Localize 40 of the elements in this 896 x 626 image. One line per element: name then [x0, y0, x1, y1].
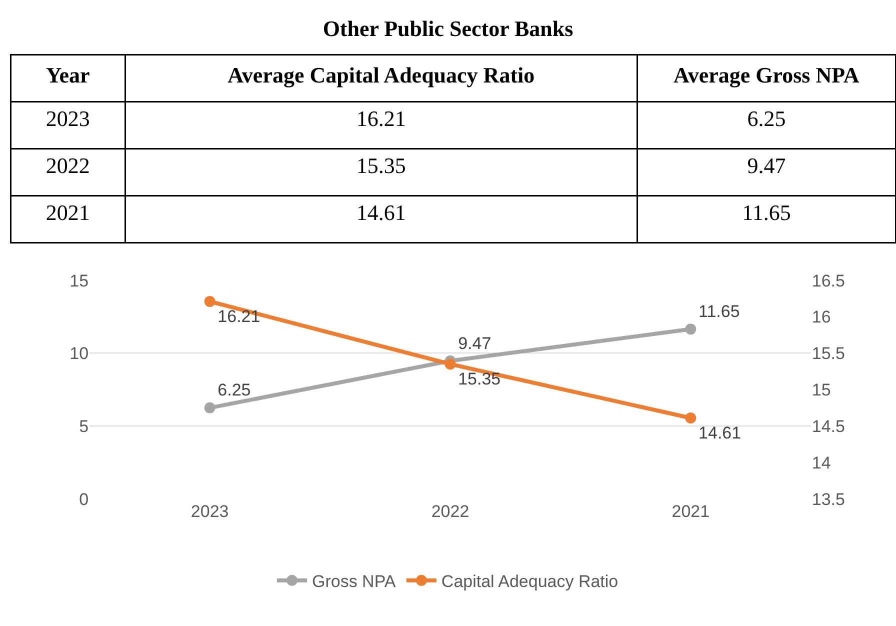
- y2-tick-label: 15.5: [812, 344, 845, 364]
- x-tick-label: 2022: [431, 502, 470, 521]
- text: Average Gross NPA: [674, 62, 860, 88]
- text: Average Capital Adequacy Ratio: [228, 62, 535, 88]
- data-label: 11.65: [698, 302, 740, 322]
- point: [204, 402, 216, 414]
- text: 11.65: [742, 200, 791, 226]
- y2-tick-label: 15: [812, 380, 831, 400]
- data-label: 15.35: [458, 370, 501, 389]
- point: [444, 358, 456, 370]
- text: 2021: [46, 200, 90, 226]
- text: 6.25: [747, 106, 786, 132]
- y2-tick-label: 16.5: [812, 271, 845, 290]
- y-tick-label: 15: [70, 271, 89, 290]
- text: 15.35: [356, 153, 406, 178]
- chart-title: Other Public Sector Banks: [322, 16, 574, 41]
- x-tick-label: 2021: [672, 502, 710, 521]
- y-tick-label: 10: [70, 344, 89, 364]
- data-label: 6.25: [218, 380, 251, 400]
- x-tick-label: 2023: [190, 502, 229, 521]
- y2-tick-label: 13.5: [812, 490, 845, 509]
- data-label: 9.47: [458, 334, 492, 353]
- point: [204, 296, 216, 307]
- text: 2022: [46, 153, 90, 178]
- y2-tick-label: 16: [812, 308, 831, 327]
- legend-label: Capital Adequacy Ratio: [441, 572, 618, 591]
- data-label: 16.21: [218, 307, 260, 326]
- text: Year: [46, 62, 90, 88]
- data-label: 14.61: [698, 424, 742, 443]
- y2-tick-label: 14: [812, 453, 831, 472]
- y-tick-label: 5: [79, 416, 89, 436]
- legend-label: Gross NPA: [312, 572, 396, 591]
- point: [685, 412, 696, 424]
- text: 16.21: [356, 106, 406, 132]
- text: 9.47: [747, 153, 786, 178]
- point: [685, 324, 696, 335]
- text: 14.61: [356, 200, 406, 226]
- y2-tick-label: 14.5: [812, 416, 845, 436]
- text: 2023: [46, 106, 90, 132]
- y-tick-label: 0: [79, 490, 89, 509]
